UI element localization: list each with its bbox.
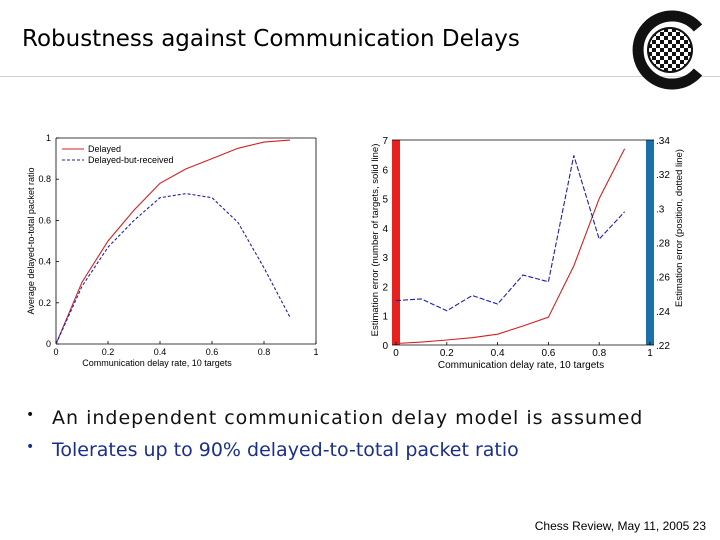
y-tick-label-right: .34	[656, 136, 670, 147]
y-axis-label: Average delayed-to-total packet ratio	[26, 168, 36, 315]
y-tick-label: 1	[46, 133, 51, 143]
x-tick-label: 0	[53, 347, 58, 357]
x-axis-label: Communication delay rate, 10 targets	[438, 360, 604, 371]
series-line-delayed-but-received	[55, 193, 291, 345]
y-tick-label-left: 0	[382, 341, 388, 352]
y-tick-label: 0.2	[38, 298, 51, 308]
y-tick-label-right: .32	[656, 170, 670, 181]
legend-label-delayed-but-received: Delayed-but-received	[88, 155, 174, 165]
legend-label-delayed: Delayed	[88, 144, 121, 154]
bullet-icon: •	[26, 407, 36, 423]
x-tick-label: 1	[647, 348, 653, 359]
y-tick-label-right: .22	[656, 341, 670, 352]
y-tick-label: 0.8	[38, 174, 51, 184]
x-ticks: 0 0.2 0.4 0.6 0.8 1	[53, 341, 319, 357]
bullet-item: • Tolerates up to 90% delayed-to-total p…	[26, 434, 706, 466]
bullet-list: • An independent communication delay mod…	[26, 402, 706, 466]
x-tick-label: 0.4	[491, 348, 505, 359]
page-number: 23	[692, 519, 706, 533]
x-tick-label: 0.6	[206, 347, 219, 357]
y-tick-label: 0.6	[38, 215, 51, 225]
y-tick-label-right: .28	[656, 239, 670, 250]
y-tick-label: 0.4	[38, 257, 51, 267]
series-lines	[55, 139, 291, 345]
y-ticks-right: .22 .24 .26 .28 .3 .32 .34	[656, 136, 670, 352]
series-line-target-count-error	[395, 148, 626, 345]
y-ticks-left: 0 1 2 3 4 5 6 7	[382, 136, 388, 352]
y-tick-label: 0	[46, 339, 51, 349]
x-tick-label: 1	[313, 347, 318, 357]
y-tick-label-left: 3	[382, 253, 388, 264]
series-line-delayed	[55, 139, 291, 345]
y-tick-label-right: .26	[656, 273, 670, 284]
y-tick-label-left: 6	[382, 165, 388, 176]
title-divider	[0, 76, 720, 77]
y-tick-label-left: 1	[382, 312, 388, 323]
bullet-item: • An independent communication delay mod…	[26, 402, 706, 434]
x-tick-label: 0.6	[541, 348, 555, 359]
y-tick-label-left: 5	[382, 195, 388, 206]
y-tick-label-left: 4	[382, 224, 388, 235]
x-axis-label: Communication delay rate, 10 targets	[82, 358, 232, 368]
y-tick-label-left: 2	[382, 282, 388, 293]
slide-title: Robustness against Communication Delays	[22, 26, 520, 52]
series-lines	[395, 148, 626, 345]
x-tick-label: 0.2	[440, 348, 454, 359]
x-tick-label: 0.8	[592, 348, 606, 359]
left-axis-color-bar	[392, 140, 400, 345]
y-tick-label-right: .24	[656, 307, 670, 318]
footer-text: Chess Review, May 11, 2005	[534, 519, 690, 533]
x-tick-label: 0	[393, 348, 399, 359]
slide-footer: Chess Review, May 11, 2005 23	[535, 519, 706, 533]
series-line-position-error	[395, 155, 626, 312]
chess-logo-icon	[632, 10, 703, 90]
y-axis-label-right: Estimation error (position, dotted line)	[674, 149, 685, 307]
chart-estimation-error: 0 0.2 0.4 0.6 0.8 1 0 1 2 3 4 5 6 7 .22 .24 .26 .28 .3 .3…	[370, 136, 685, 371]
x-tick-label: 0.4	[154, 347, 167, 357]
y-tick-label-left: 7	[382, 136, 388, 147]
x-ticks: 0 0.2 0.4 0.6 0.8 1	[393, 342, 653, 359]
legend: Delayed Delayed-but-received	[62, 144, 174, 165]
right-axis-color-bar	[646, 140, 654, 345]
x-tick-label: 0.2	[102, 347, 115, 357]
y-axis-label-left: Estimation error (number of targets, sol…	[370, 144, 381, 337]
bullet-text: An independent communication delay model…	[52, 407, 644, 429]
bullet-text: Tolerates up to 90% delayed-to-total pac…	[52, 439, 519, 461]
x-tick-label: 0.8	[258, 347, 271, 357]
chart-delayed-ratio: 0 0.2 0.4 0.6 0.8 1 0 0.2 0.4 0.6 0.8 1 Delayed De…	[26, 133, 319, 368]
y-tick-label-right: .3	[656, 204, 665, 215]
bullet-icon: •	[26, 439, 35, 455]
